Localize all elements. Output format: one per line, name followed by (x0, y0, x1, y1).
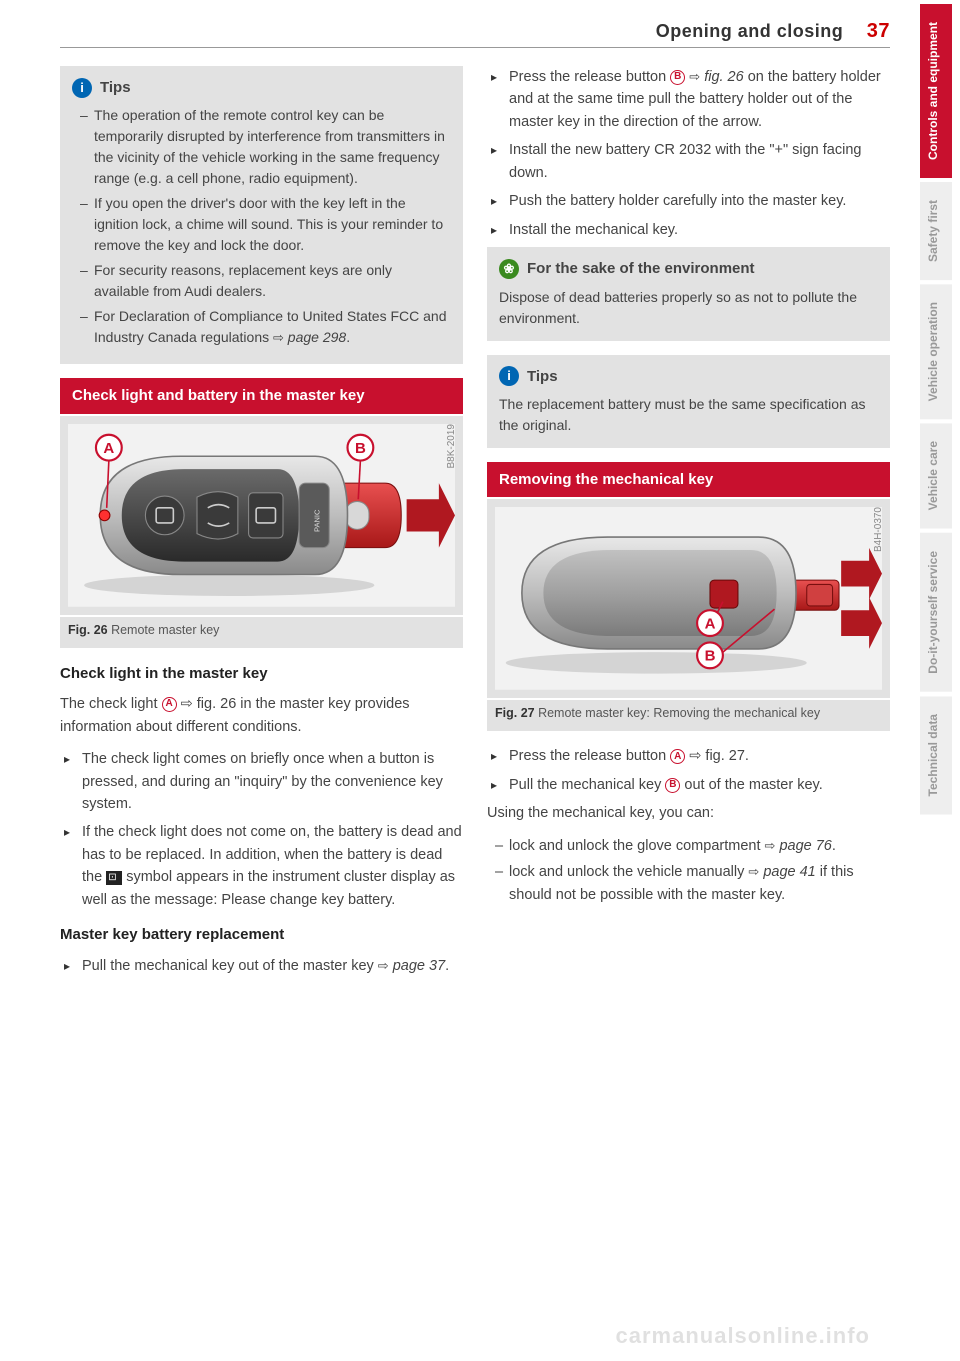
svg-text:B: B (355, 440, 366, 457)
svg-text:A: A (705, 616, 716, 633)
list-item: For Declaration of Compliance to United … (80, 306, 451, 348)
fig-code: B8K-2019 (444, 424, 460, 468)
body-text: The check light A ⇨ fig. 26 in the maste… (60, 693, 463, 738)
tips-box: i Tips The operation of the remote contr… (60, 66, 463, 364)
list-item: Pull the mechanical key out of the maste… (64, 955, 463, 977)
svg-text:B: B (705, 648, 716, 665)
env-title: For the sake of the environment (527, 257, 755, 280)
list-item: lock and unlock the glove compartment ⇨ … (495, 835, 890, 857)
left-column: i Tips The operation of the remote contr… (60, 66, 463, 983)
subheading: Master key battery replacement (60, 923, 463, 946)
watermark: carmanualsonline.info (616, 1323, 871, 1349)
list-item: The check light comes on briefly once wh… (64, 748, 463, 815)
info-icon: i (72, 78, 92, 98)
key-illustration-2: A B (495, 507, 882, 690)
tips2-body: The replacement battery must be the same… (499, 394, 878, 436)
fig26-caption: Fig. 26 Remote master key (60, 617, 463, 648)
list-item: Pull the mechanical key B out of the mas… (491, 774, 890, 796)
fig-code: B4H-0370 (871, 507, 887, 552)
key-warning-icon (106, 871, 122, 885)
list-item: Press the release button B ⇨ fig. 26 on … (491, 66, 890, 133)
arrow-list: The check light comes on briefly once wh… (60, 748, 463, 911)
tab-controls[interactable]: Controls and equipment (920, 0, 952, 178)
key-illustration: PANIC A B (68, 424, 455, 607)
tips-box-2: i Tips The replacement battery must be t… (487, 355, 890, 448)
arrow-list: Press the release button B ⇨ fig. 26 on … (487, 66, 890, 241)
info-icon: i (499, 366, 519, 386)
leaf-icon: ❀ (499, 259, 519, 279)
list-item: Install the new battery CR 2032 with the… (491, 139, 890, 184)
ref-label-a: A (162, 697, 177, 712)
list-item: For security reasons, replacement keys a… (80, 260, 451, 302)
body-text: Using the mechanical key, you can: (487, 802, 890, 824)
list-item: Install the mechanical key. (491, 219, 890, 241)
right-column: Press the release button B ⇨ fig. 26 on … (487, 66, 890, 983)
list-item: Push the battery holder carefully into t… (491, 190, 890, 212)
figure-27: B4H-0370 (487, 499, 890, 698)
tips-title: Tips (100, 76, 131, 99)
tab-operation[interactable]: Vehicle operation (920, 280, 952, 419)
svg-text:A: A (103, 440, 114, 457)
list-item: Press the release button A ⇨ fig. 27. (491, 745, 890, 767)
figure-26: B8K-2019 (60, 416, 463, 615)
chapter-title: Opening and closing (656, 21, 844, 41)
environment-box: ❀ For the sake of the environment Dispos… (487, 247, 890, 340)
tab-safety[interactable]: Safety first (920, 178, 952, 280)
subheading: Check light in the master key (60, 662, 463, 685)
tips2-title: Tips (527, 365, 558, 388)
section-banner: Check light and battery in the master ke… (60, 378, 463, 414)
tab-care[interactable]: Vehicle care (920, 419, 952, 528)
list-item: lock and unlock the vehicle manually ⇨ p… (495, 861, 890, 906)
arrow-list: Press the release button A ⇨ fig. 27. Pu… (487, 745, 890, 796)
dash-list: lock and unlock the glove compartment ⇨ … (487, 835, 890, 906)
page-number: 37 (867, 20, 890, 42)
env-body: Dispose of dead batteries properly so as… (499, 287, 878, 329)
tab-technical[interactable]: Technical data (920, 692, 952, 814)
svg-text:PANIC: PANIC (313, 509, 322, 532)
side-tabs: Controls and equipment Safety first Vehi… (920, 0, 952, 1361)
tips-list: The operation of the remote control key … (72, 105, 451, 348)
list-item: If the check light does not come on, the… (64, 821, 463, 911)
section-banner: Removing the mechanical key (487, 462, 890, 498)
fig27-caption: Fig. 27 Remote master key: Removing the … (487, 700, 890, 731)
tab-diy[interactable]: Do-it-yourself service (920, 529, 952, 692)
arrow-list: Pull the mechanical key out of the maste… (60, 955, 463, 977)
list-item: If you open the driver's door with the k… (80, 193, 451, 256)
page-header: Opening and closing 37 (60, 20, 890, 48)
list-item: The operation of the remote control key … (80, 105, 451, 189)
